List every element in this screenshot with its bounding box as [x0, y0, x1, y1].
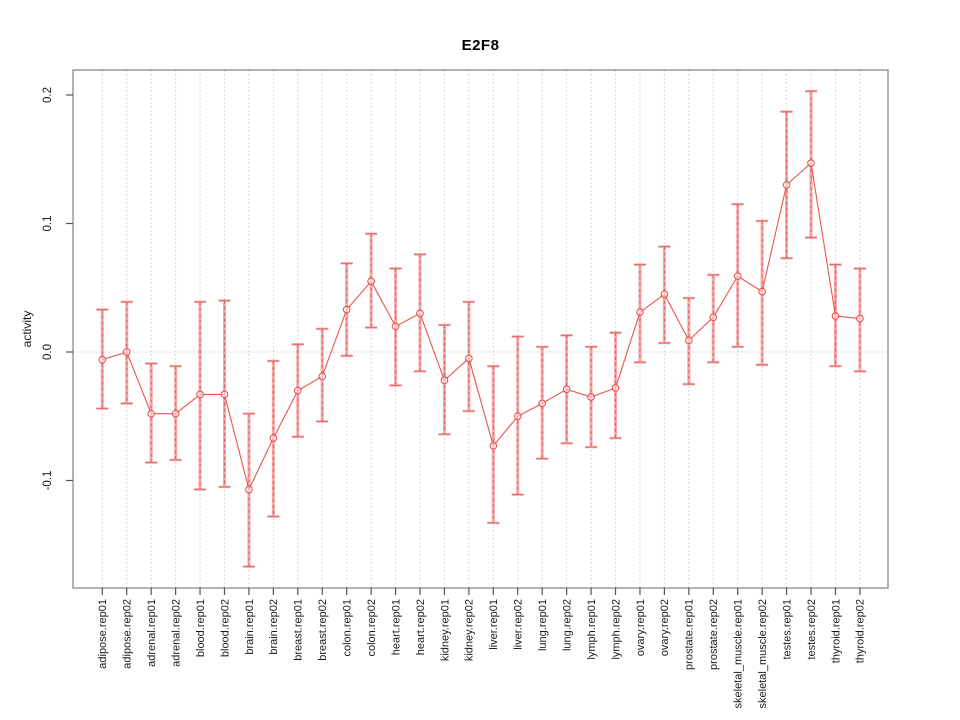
x-tick-label: adrenal.rep02	[170, 599, 182, 667]
y-tick-label: 0.0	[42, 344, 54, 360]
x-tick-label: lymph.rep02	[610, 599, 622, 660]
x-tick-label: brain.rep01	[244, 599, 256, 655]
x-tick-label: prostate.rep02	[708, 599, 720, 670]
data-point	[416, 309, 424, 318]
x-tick-label: testes.rep01	[781, 599, 793, 660]
x-tick-label: heart.rep01	[390, 599, 402, 655]
series-line	[102, 162, 860, 492]
x-tick-label: colon.rep02	[366, 599, 378, 657]
data-point	[684, 336, 693, 345]
data-point	[245, 485, 253, 494]
y-tick-label: 0.1	[42, 216, 54, 232]
data-point	[489, 441, 498, 450]
x-tick-label: lung.rep01	[537, 599, 549, 651]
chart-title: E2F8	[461, 37, 500, 54]
x-tick-label: blood.rep02	[219, 599, 231, 657]
data-point	[807, 159, 815, 167]
data-point	[709, 313, 718, 322]
x-tick-label: thyroid.rep01	[830, 599, 842, 663]
x-tick-label: kidney.rep02	[464, 599, 476, 661]
x-tick-label: blood.rep01	[195, 599, 207, 657]
data-point	[831, 312, 840, 320]
x-tick-label: thyroid.rep02	[855, 599, 867, 663]
x-tick-label: liver.rep02	[513, 599, 525, 650]
data-point	[342, 305, 351, 314]
data-point	[856, 314, 864, 323]
data-point	[367, 277, 375, 286]
x-tick-label: breast.rep01	[293, 599, 305, 661]
x-tick-label: brain.rep02	[268, 599, 280, 655]
data-point	[122, 348, 131, 356]
x-tick-label: skeletal_muscle.rep01	[733, 599, 745, 708]
x-tick-label: adipose.rep01	[97, 599, 109, 669]
x-tick-label: liver.rep01	[488, 599, 500, 650]
x-tick-label: lymph.rep01	[586, 599, 598, 660]
data-point	[782, 181, 791, 189]
x-tick-label: colon.rep01	[342, 599, 354, 657]
x-tick-label: lung.rep02	[561, 599, 573, 651]
data-point	[196, 390, 204, 399]
x-tick-label: testes.rep02	[806, 599, 818, 660]
data-point	[220, 390, 229, 399]
x-tick-label: adrenal.rep01	[146, 599, 158, 667]
data-point	[269, 434, 278, 442]
data-point	[538, 399, 547, 408]
x-tick-label: ovary.rep02	[659, 599, 671, 656]
y-tick-label: -0.1	[42, 471, 54, 491]
data-point	[465, 354, 473, 363]
x-tick-label: breast.rep02	[317, 599, 329, 661]
data-point	[171, 409, 180, 418]
data-point	[758, 287, 766, 296]
y-tick-label: 0.2	[42, 87, 54, 103]
data-point	[587, 393, 595, 401]
data-point	[318, 372, 327, 381]
data-point	[562, 385, 571, 394]
x-tick-label: heart.rep02	[415, 599, 427, 655]
data-point	[147, 409, 156, 418]
data-point	[660, 290, 669, 299]
data-point	[391, 322, 400, 331]
x-tick-label: prostate.rep01	[684, 599, 696, 670]
x-tick-label: adipose.rep02	[122, 599, 134, 669]
data-point	[733, 272, 742, 281]
x-tick-label: ovary.rep01	[635, 599, 647, 656]
data-point	[513, 412, 522, 421]
data-point	[440, 376, 449, 385]
x-tick-label: kidney.rep01	[439, 599, 451, 661]
data-point	[636, 308, 644, 317]
data-point	[98, 355, 107, 364]
data-point	[293, 386, 302, 395]
x-tick-label: skeletal_muscle.rep02	[757, 599, 769, 708]
data-point	[611, 384, 620, 392]
plot-frame	[72, 69, 889, 589]
